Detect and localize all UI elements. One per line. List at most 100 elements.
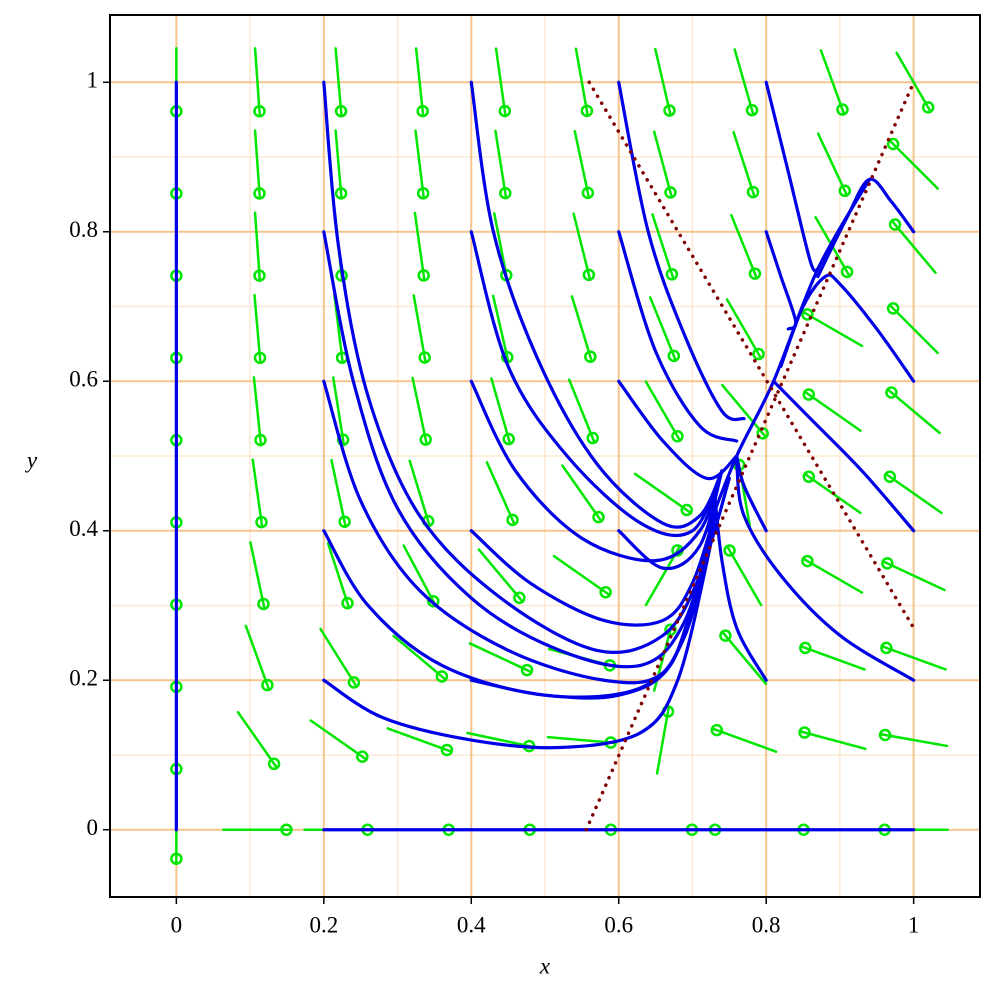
y-axis-label: y — [25, 447, 38, 472]
field-arrow-head — [798, 726, 811, 739]
field-arrow — [723, 544, 763, 607]
y-tick-label: 0.2 — [69, 666, 98, 691]
field-arrow-shaft — [803, 390, 862, 432]
field-arrow — [244, 624, 274, 692]
field-arrow-shaft — [652, 130, 674, 199]
field-arrow — [494, 47, 512, 118]
field-arrow-shaft — [411, 376, 428, 446]
field-arrow-head — [341, 596, 354, 610]
field-arrow-head — [582, 268, 596, 282]
field-arrow — [648, 296, 681, 363]
field-arrow-shaft — [888, 139, 939, 190]
field-arrow-shaft — [799, 644, 866, 671]
field-arrow — [883, 470, 943, 515]
field-arrow — [633, 472, 693, 517]
field-arrow-shaft — [236, 710, 279, 770]
field-arrow — [644, 380, 684, 443]
field-arrow-shaft — [654, 47, 672, 117]
field-arrow — [236, 710, 281, 771]
x-axis-label: x — [539, 953, 551, 978]
field-arrow-head — [255, 515, 268, 529]
field-arrow-shaft — [491, 294, 510, 364]
y-tick-label: 1 — [87, 68, 99, 93]
field-arrow — [573, 129, 595, 200]
field-arrow-shaft — [414, 47, 425, 118]
field-arrow-head — [334, 187, 348, 200]
trajectory — [617, 80, 746, 422]
field-arrow-head — [347, 676, 361, 689]
field-arrow-shaft — [644, 380, 682, 442]
field-arrow-head — [581, 186, 595, 200]
trajectory — [779, 273, 916, 383]
field-arrow — [888, 218, 937, 275]
field-arrow-head — [838, 184, 852, 198]
field-arrow-shaft — [331, 376, 346, 446]
field-arrow — [253, 211, 266, 282]
field-arrow — [886, 137, 939, 190]
field-arrow-head — [886, 302, 900, 315]
field-arrow-head — [170, 852, 183, 865]
field-arrow-shaft — [309, 719, 368, 761]
field-arrow — [733, 48, 759, 117]
field-arrow — [725, 298, 765, 361]
field-arrow-head — [719, 629, 732, 642]
field-arrow-head — [746, 185, 760, 199]
field-arrow-head — [257, 597, 270, 611]
field-arrow-shaft — [326, 542, 351, 610]
field-arrow-head — [671, 430, 684, 443]
field-arrow — [494, 129, 512, 200]
field-arrow — [412, 294, 431, 364]
field-arrow-head — [499, 186, 512, 200]
field-arrow — [798, 726, 867, 751]
field-arrow — [386, 727, 454, 757]
field-arrow-shaft — [884, 472, 943, 515]
nullcline — [584, 80, 916, 832]
field-arrow-shaft — [567, 378, 596, 444]
field-arrow-shaft — [720, 383, 768, 439]
field-arrow-shaft — [414, 129, 426, 200]
trajectory — [712, 491, 768, 682]
field-arrow-head — [513, 591, 526, 605]
field-arrow-shaft — [895, 51, 932, 113]
field-arrow-head — [752, 347, 765, 361]
field-arrow — [886, 302, 939, 355]
field-arrow-shaft — [253, 293, 262, 365]
field-arrow — [801, 308, 864, 348]
field-arrow-head — [680, 503, 693, 517]
field-arrow-shaft — [392, 634, 447, 681]
field-arrow-head — [592, 510, 605, 524]
trajectory — [617, 379, 739, 481]
x-tick-label: 1 — [908, 912, 920, 937]
field-arrow-head — [336, 433, 350, 447]
field-arrow-head — [253, 269, 266, 282]
field-arrow-head — [416, 187, 430, 200]
field-arrow — [490, 377, 516, 446]
field-arrow-head — [921, 101, 935, 114]
field-arrow — [878, 728, 949, 748]
field-arrow-head — [885, 386, 898, 399]
field-arrow — [895, 51, 935, 114]
field-arrow-shaft — [319, 627, 358, 688]
field-arrow — [252, 376, 267, 447]
field-arrow — [414, 47, 429, 118]
field-arrow-shaft — [878, 732, 949, 748]
field-arrow-head — [440, 743, 454, 757]
trajectory — [322, 230, 717, 669]
field-arrow-head — [663, 104, 676, 117]
trajectory — [469, 514, 717, 627]
field-arrow-head — [267, 757, 281, 771]
trajectory — [469, 379, 724, 563]
field-arrow — [249, 541, 270, 611]
field-arrow — [334, 47, 348, 118]
field-arrow-shaft — [413, 211, 426, 282]
field-arrow-head — [419, 433, 432, 446]
field-arrow-head — [664, 186, 677, 199]
field-arrow-shaft — [725, 544, 763, 607]
field-arrow — [802, 388, 862, 432]
trajectory — [735, 461, 916, 682]
trajectory — [705, 177, 872, 533]
field-arrow-shaft — [819, 49, 846, 116]
field-arrow-head — [801, 308, 814, 321]
field-arrow-shaft — [251, 458, 264, 529]
